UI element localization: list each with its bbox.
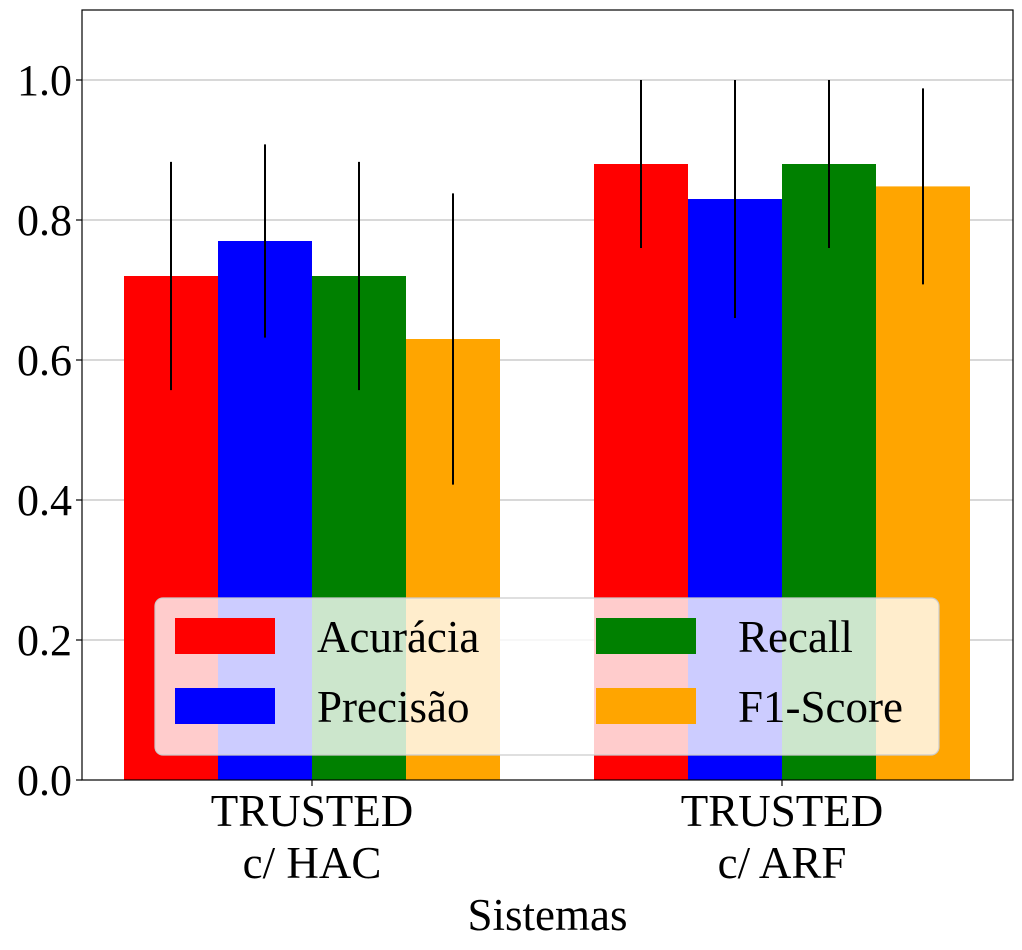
legend-frame — [154, 597, 940, 756]
y-tick-label: 0.2 — [17, 616, 72, 665]
y-tick-label: 0.8 — [17, 196, 72, 245]
legend-swatch-1 — [175, 688, 275, 724]
x-tick-label: TRUSTED — [681, 786, 884, 836]
legend-swatch-0 — [175, 618, 275, 654]
legend-swatch-3 — [596, 688, 696, 724]
y-tick-label: 1.0 — [17, 56, 72, 105]
legend-label-1: Precisão — [317, 682, 469, 732]
x-tick-label: c/ ARF — [718, 838, 847, 888]
y-tick-label: 0.4 — [17, 476, 72, 525]
legend-swatch-2 — [596, 618, 696, 654]
error-bars — [170, 80, 924, 485]
y-tick-label: 0.0 — [17, 756, 72, 805]
legend-label-2: Recall — [738, 612, 853, 662]
legend-label-0: Acurácia — [317, 612, 479, 662]
x-axis-title: Sistemas — [467, 890, 627, 940]
legend-label-3: F1-Score — [738, 682, 903, 732]
y-axis-ticks: 0.0 0.2 0.4 0.6 0.8 1.0 — [17, 56, 82, 805]
x-tick-label: c/ HAC — [243, 838, 382, 888]
y-tick-label: 0.6 — [17, 336, 72, 385]
legend: Acurácia Precisão Recall F1-Score — [154, 597, 940, 756]
plot-frame — [81, 9, 1014, 781]
x-tick-label: TRUSTED — [211, 786, 414, 836]
